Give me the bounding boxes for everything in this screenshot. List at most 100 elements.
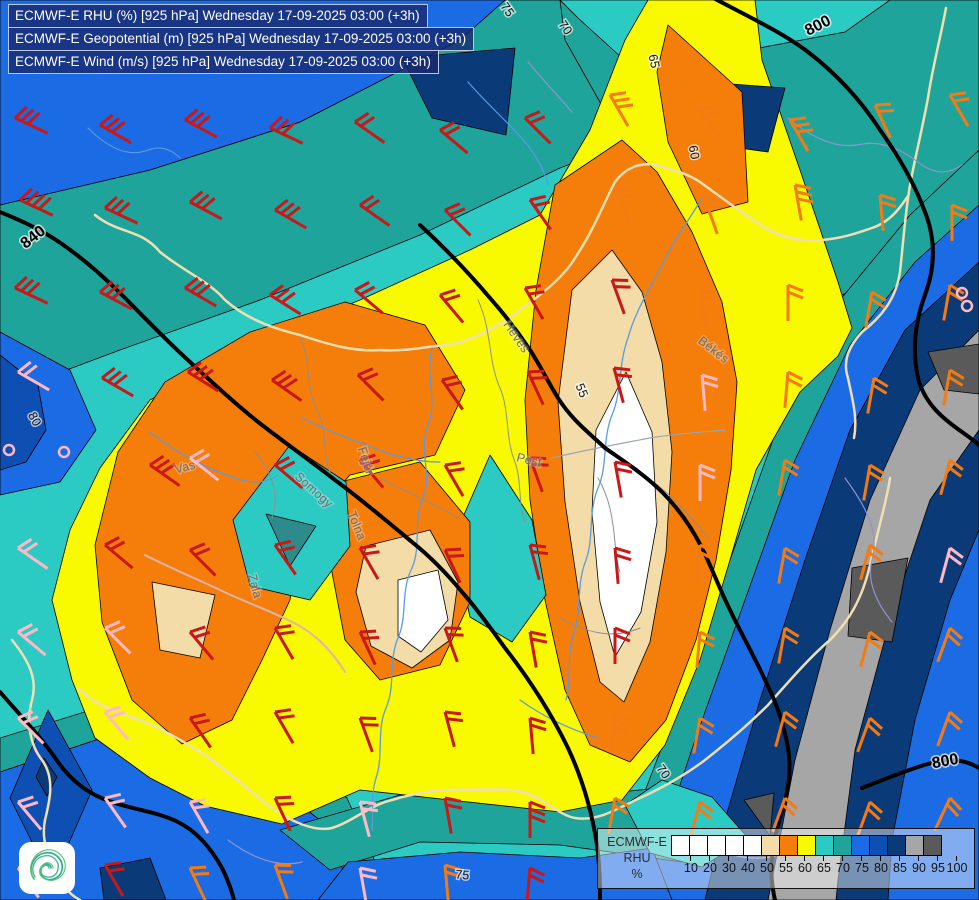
legend-tick xyxy=(766,856,767,861)
wind-barb xyxy=(528,456,549,493)
wind-barb-stroke xyxy=(104,861,122,867)
wind-barb-stroke xyxy=(269,284,284,297)
wind-barb-stroke xyxy=(880,200,897,209)
wind-barb xyxy=(528,630,548,668)
wind-barb-stroke xyxy=(524,284,542,290)
wind-barb xyxy=(188,798,210,834)
wind-barb xyxy=(607,796,630,834)
wind-barb xyxy=(443,547,465,584)
legend-cell-40 xyxy=(725,835,744,856)
country-border xyxy=(844,6,948,440)
legend-tick-label: 55 xyxy=(779,861,793,875)
wind-barb-stroke xyxy=(443,464,465,497)
wind-barb-stroke xyxy=(856,717,872,753)
wind-barb-stroke xyxy=(99,123,132,145)
wind-barb xyxy=(866,376,889,414)
calm-wind-circle xyxy=(57,445,71,459)
wind-barb xyxy=(17,623,47,657)
wind-barb xyxy=(358,544,380,580)
wind-barb-stroke xyxy=(38,196,52,210)
wind-barb-stroke xyxy=(104,206,139,225)
wind-barb-stroke xyxy=(951,210,968,220)
wind-barb-stroke xyxy=(278,714,295,720)
wind-barb xyxy=(939,458,964,496)
wind-barb-stroke xyxy=(184,286,217,308)
wind-barb-stroke xyxy=(699,463,716,473)
legend-unit: % xyxy=(631,867,643,881)
wind-barb-stroke xyxy=(949,710,964,724)
wind-barb-stroke xyxy=(104,543,134,570)
wind-barb-stroke xyxy=(529,194,547,202)
county-border xyxy=(299,337,331,473)
legend-tick xyxy=(880,856,881,861)
wind-barb-stroke xyxy=(22,800,39,809)
wind-barb-stroke xyxy=(936,711,952,747)
wind-barb-stroke xyxy=(697,723,714,735)
wind-barb xyxy=(16,795,43,831)
legend-tick-label: 95 xyxy=(931,861,945,875)
wind-barb-stroke xyxy=(939,459,952,496)
wind-barb-stroke xyxy=(192,871,210,876)
wind-barb-stroke xyxy=(946,633,961,647)
wind-barb-stroke xyxy=(700,295,718,302)
legend-tick-label: 20 xyxy=(703,861,717,875)
wind-barb-stroke xyxy=(193,718,211,726)
wind-barb-stroke xyxy=(949,626,964,640)
wind-barb-stroke xyxy=(269,126,304,145)
wind-barb xyxy=(271,369,303,402)
wind-barb-stroke xyxy=(273,797,292,832)
rh-blue-bottomstrip xyxy=(317,847,673,900)
wind-barb-stroke xyxy=(194,630,211,639)
wind-barb-stroke xyxy=(154,458,171,471)
wind-barb-stroke xyxy=(271,369,287,382)
wind-barb-stroke xyxy=(110,198,125,213)
calm-wind-circle xyxy=(2,443,16,457)
legend-cell-55 xyxy=(761,835,780,856)
wind-barb xyxy=(101,366,134,398)
wind-barb-stroke xyxy=(196,283,211,297)
wind-barb-stroke xyxy=(99,113,114,127)
river xyxy=(527,61,573,113)
wind-barb xyxy=(440,374,464,411)
wind-barb-stroke xyxy=(444,461,462,467)
wind-barb-stroke xyxy=(525,867,532,900)
wind-barb-stroke xyxy=(703,199,719,235)
legend-tick-label: 30 xyxy=(722,861,736,875)
wind-barb xyxy=(700,373,719,411)
wind-barb-stroke xyxy=(274,208,307,230)
wind-barb-stroke xyxy=(698,550,715,561)
river xyxy=(149,431,279,483)
wind-barb-stroke xyxy=(443,208,472,237)
wind-barb xyxy=(443,863,462,900)
wind-barb-stroke xyxy=(440,379,464,411)
wind-barb-stroke xyxy=(22,715,39,725)
wind-barb-stroke xyxy=(273,627,295,660)
wind-barb-stroke xyxy=(777,459,787,496)
title-rhu: ECMWF-E RHU (%) [925 hPa] Wednesday 17-0… xyxy=(8,4,428,28)
wind-barb xyxy=(358,716,379,753)
river xyxy=(301,417,441,463)
legend-tick-label: 80 xyxy=(874,861,888,875)
wind-barb-stroke xyxy=(617,193,635,198)
wind-barb-stroke xyxy=(187,370,220,393)
wind-barb xyxy=(698,288,718,326)
wind-barb-stroke xyxy=(190,111,205,125)
wind-barb xyxy=(689,800,714,838)
wind-barb-stroke xyxy=(784,546,800,558)
wind-barb-stroke xyxy=(189,448,205,460)
wind-barb-stroke xyxy=(946,717,961,731)
wind-barb-stroke xyxy=(873,376,889,388)
wind-barb-stroke xyxy=(362,635,380,640)
wind-barb-stroke xyxy=(614,460,632,467)
wind-barb-stroke xyxy=(184,276,199,290)
wind-barb-stroke xyxy=(699,630,716,641)
wind-barb xyxy=(188,712,212,749)
wind-barb-stroke xyxy=(364,198,381,211)
wind-barb xyxy=(443,796,463,834)
wind-barb-stroke xyxy=(614,796,630,808)
wind-barb-stroke xyxy=(281,121,296,136)
wind-barb-stroke xyxy=(867,637,883,650)
wind-barb-stroke xyxy=(692,717,702,754)
rh-darkgray-patch3 xyxy=(743,792,775,837)
wind-barb-stroke xyxy=(280,291,296,304)
